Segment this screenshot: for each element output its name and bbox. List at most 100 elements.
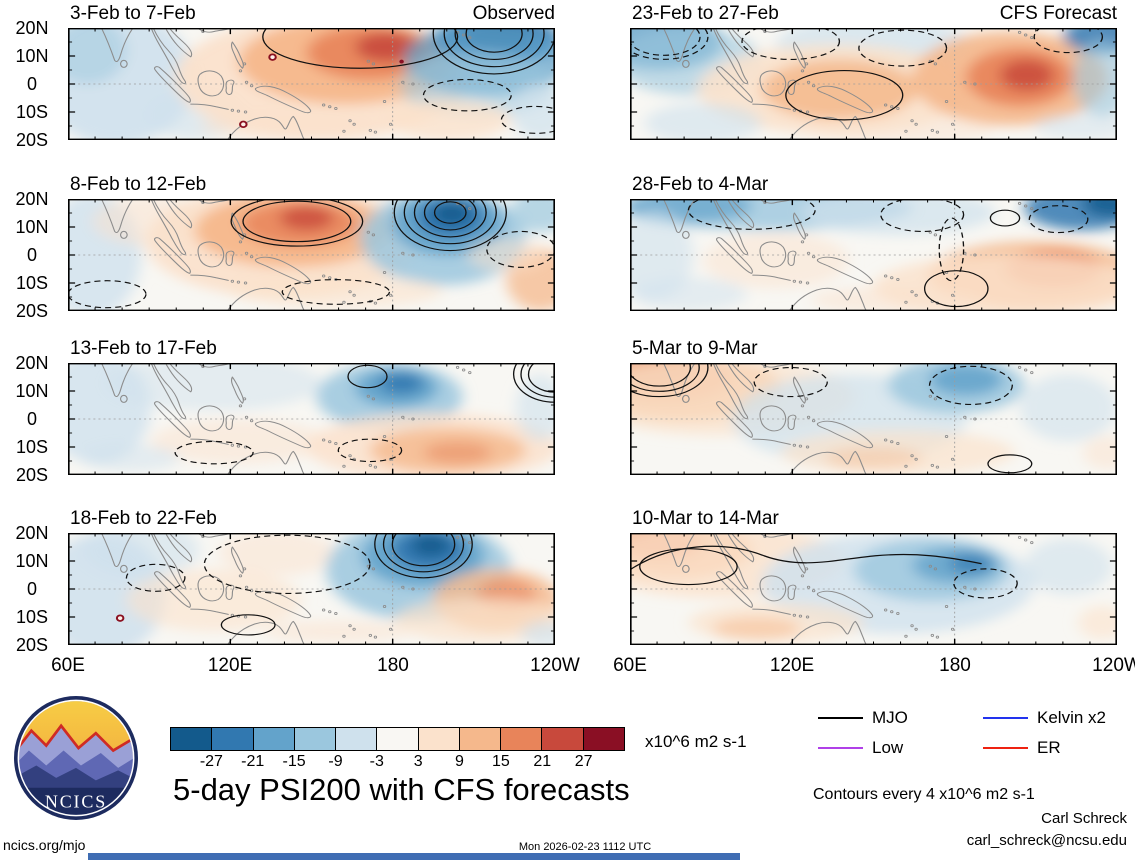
panel-title: 3-Feb to 7-Feb [70,3,196,24]
island-dot [334,442,338,445]
island-dot [930,463,935,467]
island-dot [230,443,235,447]
wave-contour [465,28,523,53]
wave-contour [413,199,487,238]
colorbar-tick-label: -21 [241,753,265,770]
island-dot [244,585,249,589]
wave-contour [174,440,254,465]
y-axis-tick-label: 20S [15,130,49,150]
island-dot [468,36,472,40]
x-axis-tick-label: 180 [377,655,409,676]
wave-contour [630,363,692,387]
colorbar-segment [583,727,625,751]
island-dot [348,119,352,123]
coastline [682,394,690,403]
panel-title: 13-Feb to 17-Feb [70,338,217,359]
coastline [787,414,797,430]
coastline [788,620,867,645]
island-dot [401,415,405,419]
island-dot [806,415,811,419]
island-dot [914,122,918,126]
island-dot [811,84,816,88]
island-dot [1017,201,1022,205]
island-dot [352,627,356,631]
wave-contour [630,363,709,398]
island-dot [890,440,894,444]
island-dot [800,69,805,73]
colorbar-segment [253,727,295,751]
legend-line-mjo [818,717,863,719]
island-dot [236,444,241,448]
y-axis-tick-label: 0 [26,409,37,429]
island-dot [805,445,810,449]
coastline [792,546,806,574]
map-panel [68,199,555,311]
island-dot [950,627,955,631]
island-dot [944,435,949,438]
island-dot [800,404,805,408]
island-dot [904,300,908,304]
wave-contour [403,199,497,245]
island-dot [368,633,373,637]
island-dot [1024,368,1028,372]
coastline [150,28,187,85]
island-dot [334,107,338,110]
colorbar-tick-label: 15 [491,753,510,770]
island-dot [243,110,248,114]
island-dot [328,610,332,614]
island-dot [792,443,797,447]
island-dot [963,415,967,419]
figure-title: 5-day PSI200 with CFS forecasts [173,772,630,807]
island-dot [382,605,387,608]
coastline [759,405,787,432]
coastline [165,199,193,229]
island-dot [944,605,949,608]
wave-contour [423,199,477,231]
coastline [254,590,312,619]
coastline [100,199,134,233]
x-axis-tick-label: 120W [530,655,580,676]
coastline [120,564,128,573]
island-dot [236,280,241,284]
island-dot [242,397,247,401]
coastline [225,584,235,600]
island-dot [904,464,908,468]
y-axis-tick-label: 10S [15,607,49,627]
island-dot [904,634,908,638]
island-dot [811,255,816,259]
island-dot [806,80,811,84]
panel-corner-label: CFS Forecast [999,3,1117,24]
island-dot [382,100,387,103]
panel-title: 8-Feb to 12-Feb [70,174,207,195]
coastline [727,28,755,58]
coastline [150,533,187,590]
wave-contour [987,454,1033,474]
wave-contour [203,534,371,595]
panel-title: 10-Mar to 14-Mar [632,508,779,529]
coastline [816,420,874,449]
legend-line-kelvin-x2 [983,717,1028,719]
coastline [752,103,791,110]
wave-contour [928,365,1013,406]
contour-interval-note: Contours every 4 x10^6 m2 s-1 [813,786,1035,803]
coastline [197,241,225,268]
island-dot [249,419,254,423]
x-axis-tick-label: 120E [207,655,253,676]
credit-email: carl_schreck@ncsu.edu [966,832,1127,849]
island-dot [238,69,243,73]
colorbar-tick-label: 27 [574,753,593,770]
credit-name: Carl Schreck [1041,810,1127,827]
coastline [792,41,806,69]
coastline [716,571,753,608]
coastline [662,199,696,233]
island-dot [328,276,332,280]
map-panel [68,533,555,645]
coastline [226,620,305,645]
island-dot [468,207,472,211]
map-panel [630,533,1117,645]
island-dot [373,465,378,469]
colorbar-tick-label: 9 [455,753,464,770]
coastline [792,376,806,404]
colorbar-tick-label: -27 [199,753,223,770]
coastline [787,584,797,600]
